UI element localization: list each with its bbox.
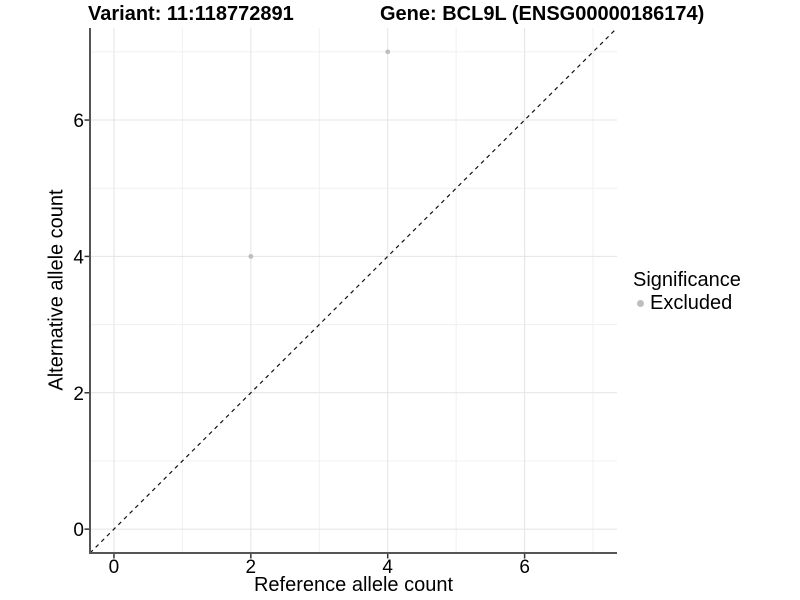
x-tick-label: 4: [382, 557, 393, 578]
identity-dashed-line: [89, 27, 618, 554]
legend: Significance Excluded: [633, 269, 741, 314]
plot-title-gene: Gene: BCL9L (ENSG00000186174): [380, 3, 705, 25]
y-tick-label: 0: [73, 520, 84, 541]
plot-title-variant: Variant: 11:118772891: [88, 3, 294, 25]
legend-entry-excluded: Excluded: [633, 292, 741, 314]
x-tick-label: 2: [246, 557, 257, 578]
legend-title: Significance: [633, 269, 741, 291]
y-tick-label: 6: [73, 111, 84, 132]
data-point: [385, 49, 391, 55]
y-tick-label: 2: [73, 384, 84, 405]
y-axis-title: Alternative allele count: [45, 189, 68, 391]
data-point: [248, 254, 254, 259]
legend-point-swatch: [637, 299, 644, 307]
x-tick-label: 0: [109, 557, 120, 578]
y-tick-label: 4: [73, 247, 84, 268]
x-tick-label: 6: [519, 557, 530, 578]
legend-entry-label: Excluded: [650, 292, 733, 314]
x-axis-title: Reference allele count: [253, 574, 453, 596]
